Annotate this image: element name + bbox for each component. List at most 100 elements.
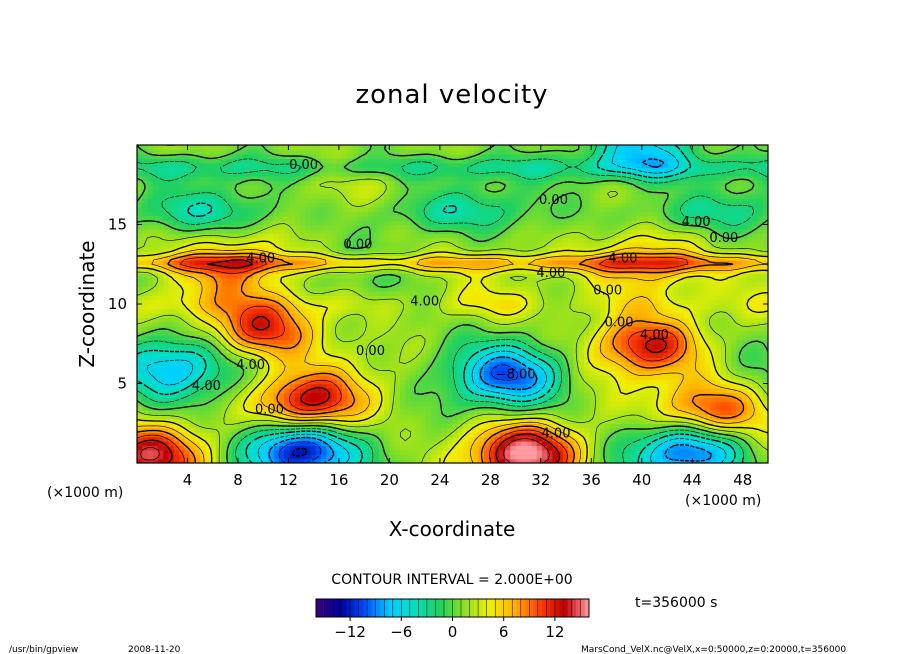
heatmap-cell bbox=[668, 357, 675, 363]
heatmap-cell bbox=[715, 436, 722, 442]
heatmap-cell bbox=[452, 436, 459, 442]
heatmap-cell bbox=[431, 334, 438, 341]
heatmap-cell bbox=[699, 445, 706, 451]
heatmap-cell bbox=[641, 396, 648, 402]
heatmap-cell bbox=[694, 321, 701, 327]
heatmap-cell bbox=[289, 299, 296, 305]
heatmap-cell bbox=[657, 312, 664, 318]
heatmap-cell bbox=[562, 454, 569, 460]
heatmap-cell bbox=[268, 392, 275, 398]
heatmap-cell bbox=[189, 445, 196, 451]
heatmap-cell bbox=[631, 374, 638, 380]
heatmap-cell bbox=[242, 339, 249, 345]
heatmap-cell bbox=[226, 379, 233, 385]
heatmap-cell bbox=[321, 352, 327, 358]
heatmap-cell bbox=[652, 286, 659, 292]
heatmap-cell bbox=[294, 410, 301, 416]
heatmap-cell bbox=[342, 348, 349, 354]
heatmap-cell bbox=[636, 317, 643, 323]
heatmap-cell bbox=[746, 418, 753, 424]
heatmap-cell bbox=[715, 405, 722, 411]
heatmap-cell bbox=[189, 317, 196, 323]
heatmap-cell bbox=[515, 396, 522, 402]
heatmap-cell bbox=[599, 436, 606, 442]
heatmap-cell bbox=[678, 445, 685, 451]
heatmap-cell bbox=[668, 414, 675, 420]
heatmap-cell bbox=[510, 401, 517, 407]
heatmap-cell bbox=[168, 405, 175, 411]
heatmap-cell bbox=[547, 423, 554, 429]
heatmap-cell bbox=[746, 308, 753, 314]
heatmap-cell bbox=[426, 383, 433, 389]
heatmap-cell bbox=[142, 304, 149, 310]
heatmap-cell bbox=[478, 304, 485, 310]
heatmap-cell bbox=[631, 387, 638, 394]
heatmap-cell bbox=[683, 396, 690, 402]
heatmap-cell bbox=[463, 321, 469, 327]
heatmap-cell bbox=[725, 436, 732, 442]
heatmap-cell bbox=[326, 396, 333, 402]
heatmap-cell bbox=[399, 410, 406, 416]
heatmap-cell bbox=[315, 277, 322, 283]
heatmap-cell bbox=[247, 374, 254, 380]
heatmap-cell bbox=[315, 387, 322, 394]
heatmap-cell bbox=[163, 374, 170, 380]
heatmap-cell bbox=[205, 361, 212, 367]
heatmap-cell bbox=[331, 427, 338, 433]
heatmap-cell bbox=[415, 392, 422, 398]
heatmap-cell bbox=[463, 304, 469, 310]
heatmap-cell bbox=[615, 458, 622, 463]
heatmap-cell bbox=[752, 308, 759, 314]
heatmap-cell bbox=[615, 330, 622, 336]
heatmap-cell bbox=[221, 374, 228, 380]
heatmap-cell bbox=[694, 317, 701, 323]
heatmap-cell bbox=[305, 295, 312, 301]
heatmap-cell bbox=[604, 401, 611, 407]
heatmap-cell bbox=[252, 410, 259, 416]
heatmap-cell bbox=[352, 339, 359, 345]
heatmap-cell bbox=[568, 432, 575, 438]
heatmap-cell bbox=[394, 321, 401, 327]
heatmap-cell bbox=[363, 312, 370, 318]
heatmap-cell bbox=[278, 414, 285, 420]
heatmap-cell bbox=[426, 286, 433, 292]
heatmap-cell bbox=[168, 352, 175, 358]
heatmap-cell bbox=[631, 445, 638, 451]
heatmap-cell bbox=[604, 387, 611, 394]
heatmap-cell bbox=[589, 295, 596, 301]
heatmap-cell bbox=[289, 326, 296, 332]
heatmap-cell bbox=[221, 410, 228, 416]
heatmap-cell bbox=[510, 427, 517, 433]
heatmap-cell bbox=[531, 334, 538, 341]
heatmap-cell bbox=[489, 317, 496, 323]
heatmap-cell bbox=[394, 379, 401, 385]
heatmap-cell bbox=[231, 418, 238, 424]
heatmap-cell bbox=[357, 392, 364, 398]
heatmap-cell bbox=[647, 387, 654, 394]
heatmap-cell bbox=[689, 357, 696, 363]
heatmap-cell bbox=[410, 436, 417, 442]
heatmap-cell bbox=[678, 317, 685, 323]
heatmap-cell bbox=[662, 370, 669, 376]
heatmap-cell bbox=[368, 295, 375, 301]
heatmap-cell bbox=[168, 445, 175, 451]
heatmap-cell bbox=[736, 343, 743, 349]
heatmap-cell bbox=[252, 286, 259, 292]
heatmap-cell bbox=[762, 330, 768, 336]
heatmap-cell bbox=[252, 392, 259, 398]
heatmap-cell bbox=[310, 352, 317, 358]
heatmap-cell bbox=[352, 392, 359, 398]
heatmap-cell bbox=[300, 361, 306, 367]
heatmap-cell bbox=[520, 357, 527, 363]
heatmap-cell bbox=[294, 401, 301, 407]
heatmap-cell bbox=[210, 361, 217, 367]
heatmap-cell bbox=[457, 432, 464, 438]
heatmap-cell bbox=[652, 374, 659, 380]
heatmap-cell bbox=[384, 458, 391, 463]
heatmap-cell bbox=[441, 290, 448, 296]
heatmap-cell bbox=[268, 348, 275, 354]
heatmap-cell bbox=[552, 370, 559, 376]
heatmap-cell bbox=[594, 370, 601, 376]
heatmap-cell bbox=[578, 432, 585, 438]
heatmap-cell bbox=[468, 286, 475, 292]
